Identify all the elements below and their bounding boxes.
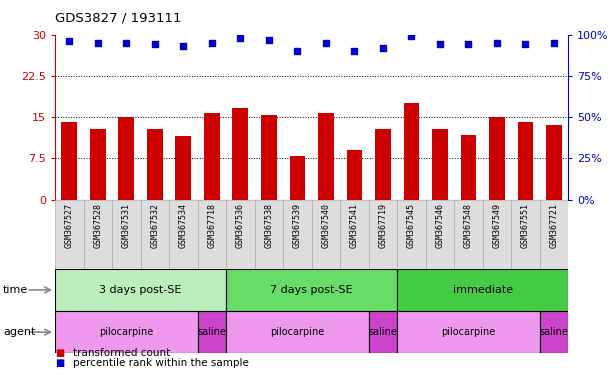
Bar [112, 200, 141, 269]
Bar [518, 121, 533, 200]
Bar [318, 113, 334, 200]
Text: 7 days post-SE: 7 days post-SE [270, 285, 353, 295]
Text: ■: ■ [55, 348, 64, 358]
Bar [226, 269, 397, 311]
Text: GSM367528: GSM367528 [93, 203, 102, 248]
Bar [197, 311, 226, 353]
Point [235, 35, 245, 41]
Text: pilocarpine: pilocarpine [270, 327, 324, 337]
Bar [368, 311, 397, 353]
Bar [61, 121, 77, 200]
Bar [197, 200, 226, 269]
Text: GSM367539: GSM367539 [293, 203, 302, 248]
Point [406, 33, 416, 39]
Bar [397, 269, 568, 311]
Text: GSM367721: GSM367721 [549, 203, 558, 248]
Point [264, 36, 274, 43]
Bar [55, 200, 84, 269]
Bar [226, 311, 368, 353]
Text: GDS3827 / 193111: GDS3827 / 193111 [55, 12, 181, 25]
Bar [169, 200, 197, 269]
Point [293, 48, 302, 54]
Point [207, 40, 217, 46]
Bar [255, 200, 283, 269]
Bar [403, 103, 419, 200]
Bar [312, 200, 340, 269]
Bar [397, 200, 426, 269]
Point [122, 40, 131, 46]
Bar [368, 200, 397, 269]
Bar [375, 129, 391, 200]
Bar [397, 311, 540, 353]
Bar [55, 269, 226, 311]
Text: GSM367718: GSM367718 [207, 203, 216, 248]
Text: GSM367536: GSM367536 [236, 203, 245, 248]
Bar [426, 200, 454, 269]
Bar [489, 117, 505, 200]
Bar [454, 200, 483, 269]
Point [64, 38, 74, 44]
Point [150, 41, 159, 48]
Bar [432, 129, 448, 200]
Text: GSM367541: GSM367541 [350, 203, 359, 248]
Bar [290, 156, 306, 200]
Text: immediate: immediate [453, 285, 513, 295]
Text: GSM367548: GSM367548 [464, 203, 473, 248]
Point [378, 45, 388, 51]
Text: GSM367531: GSM367531 [122, 203, 131, 248]
Bar [84, 200, 112, 269]
Bar [119, 117, 134, 200]
Point [349, 48, 359, 54]
Text: pilocarpine: pilocarpine [99, 327, 153, 337]
Bar [226, 200, 255, 269]
Bar [55, 311, 197, 353]
Text: GSM367532: GSM367532 [150, 203, 159, 248]
Text: GSM367549: GSM367549 [492, 203, 502, 248]
Text: 3 days post-SE: 3 days post-SE [100, 285, 181, 295]
Bar [461, 135, 477, 200]
Text: transformed count: transformed count [73, 348, 170, 358]
Point [178, 43, 188, 49]
Bar [483, 200, 511, 269]
Bar [540, 200, 568, 269]
Point [464, 41, 474, 48]
Text: saline: saline [540, 327, 568, 337]
Text: saline: saline [197, 327, 226, 337]
Text: agent: agent [3, 327, 35, 337]
Point [492, 40, 502, 46]
Bar [283, 200, 312, 269]
Text: percentile rank within the sample: percentile rank within the sample [73, 358, 249, 368]
Bar [511, 200, 540, 269]
Point [521, 41, 530, 48]
Bar [232, 108, 248, 200]
Bar [204, 113, 219, 200]
Text: GSM367538: GSM367538 [265, 203, 273, 248]
Bar [147, 129, 163, 200]
Text: GSM367551: GSM367551 [521, 203, 530, 248]
Point [435, 41, 445, 48]
Bar [346, 150, 362, 200]
Bar [141, 200, 169, 269]
Bar [546, 126, 562, 200]
Text: GSM367540: GSM367540 [321, 203, 331, 248]
Bar [540, 311, 568, 353]
Text: GSM367546: GSM367546 [436, 203, 444, 248]
Point [321, 40, 331, 46]
Text: GSM367545: GSM367545 [407, 203, 416, 248]
Text: ■: ■ [55, 358, 64, 368]
Text: GSM367534: GSM367534 [179, 203, 188, 248]
Text: time: time [3, 285, 28, 295]
Text: saline: saline [368, 327, 397, 337]
Text: GSM367527: GSM367527 [65, 203, 74, 248]
Bar [90, 129, 106, 200]
Bar [175, 136, 191, 200]
Text: GSM367719: GSM367719 [378, 203, 387, 248]
Bar [261, 115, 277, 200]
Text: pilocarpine: pilocarpine [441, 327, 496, 337]
Point [549, 40, 559, 46]
Point [93, 40, 103, 46]
Bar [340, 200, 368, 269]
